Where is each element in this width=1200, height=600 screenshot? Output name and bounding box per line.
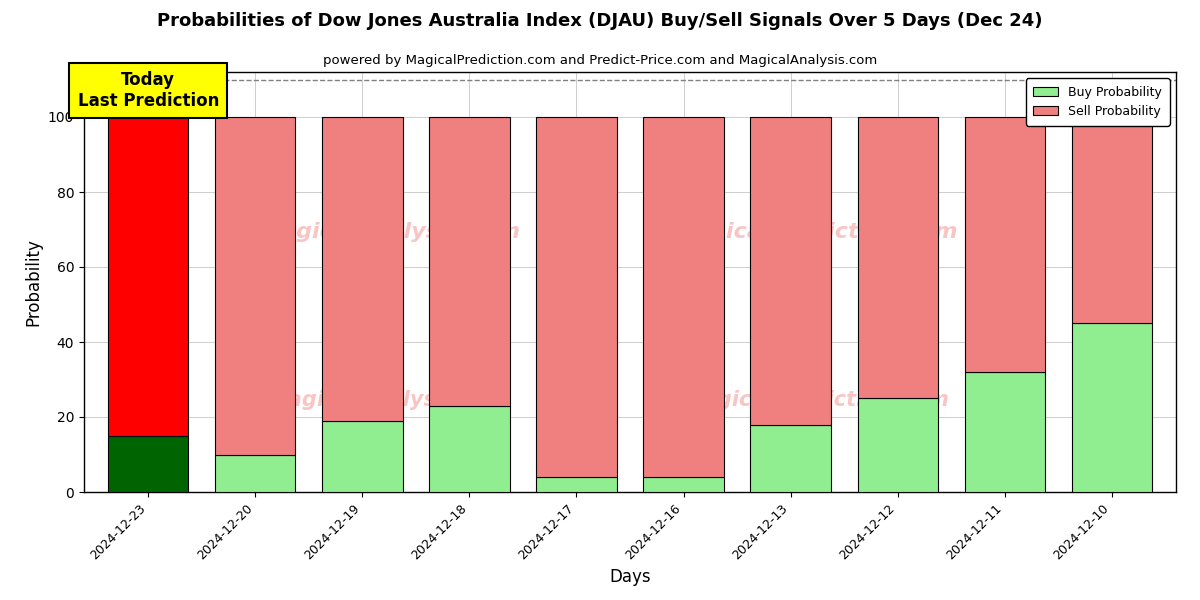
Text: MagicalPrediction.com: MagicalPrediction.com [673, 221, 958, 242]
Bar [965, 117, 1045, 372]
Bar [430, 117, 510, 406]
Text: Today
Last Prediction: Today Last Prediction [78, 71, 218, 110]
Bar [108, 436, 188, 492]
Bar [430, 406, 510, 492]
Bar [323, 117, 402, 421]
Bar [643, 477, 724, 492]
Bar [965, 372, 1045, 492]
Text: MagicalPrediction.com: MagicalPrediction.com [683, 389, 949, 410]
Bar [323, 421, 402, 492]
Bar [536, 477, 617, 492]
Bar [643, 117, 724, 477]
Y-axis label: Probability: Probability [24, 238, 42, 326]
Bar [1072, 117, 1152, 323]
Bar [536, 117, 617, 477]
Bar [215, 455, 295, 492]
Text: Probabilities of Dow Jones Australia Index (DJAU) Buy/Sell Signals Over 5 Days (: Probabilities of Dow Jones Australia Ind… [157, 12, 1043, 30]
Bar [858, 398, 937, 492]
Bar [215, 117, 295, 455]
Text: powered by MagicalPrediction.com and Predict-Price.com and MagicalAnalysis.com: powered by MagicalPrediction.com and Pre… [323, 54, 877, 67]
Text: MagicalAnalysis.com: MagicalAnalysis.com [259, 221, 521, 242]
X-axis label: Days: Days [610, 568, 650, 586]
Bar [750, 117, 830, 424]
Bar [750, 424, 830, 492]
Legend: Buy Probability, Sell Probability: Buy Probability, Sell Probability [1026, 78, 1170, 125]
Bar [858, 117, 937, 398]
Bar [1072, 323, 1152, 492]
Bar [108, 117, 188, 436]
Text: MagicalAnalysis.com: MagicalAnalysis.com [268, 389, 512, 410]
